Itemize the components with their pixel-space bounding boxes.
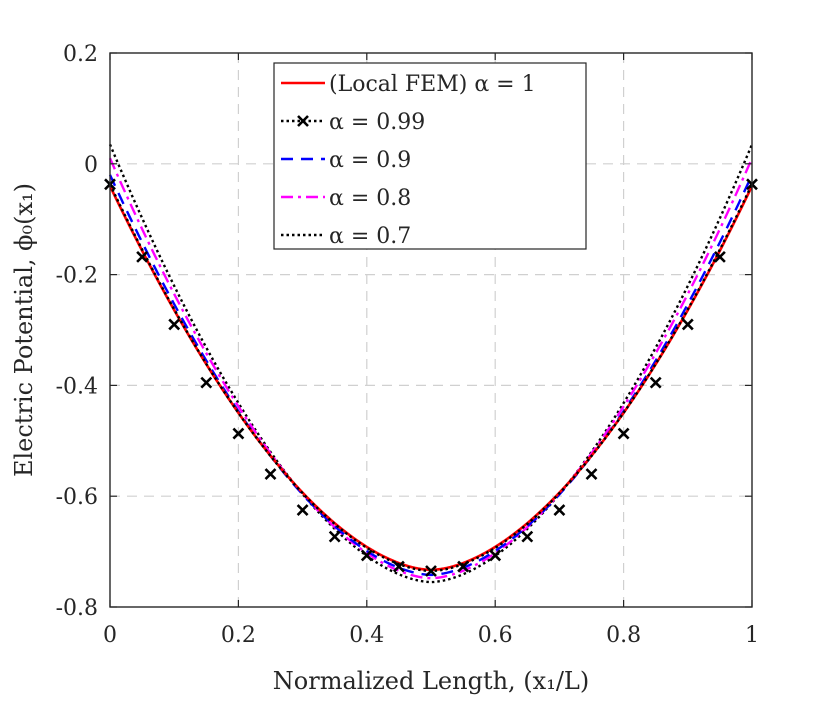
y-tick-label: -0.4 xyxy=(56,374,98,399)
marker-alpha-099 xyxy=(585,468,598,480)
y-tick-label: -0.2 xyxy=(56,264,98,289)
legend: (Local FEM) α = 1 α = 0.99 α = 0.9 α = 0.8 α… xyxy=(273,62,587,250)
marker-alpha-099 xyxy=(681,318,694,331)
marker-alpha-099 xyxy=(232,427,245,440)
x-tick-label: 1 xyxy=(745,623,759,648)
legend-box xyxy=(273,62,587,250)
x-tick-label: 0.2 xyxy=(221,623,256,648)
legend-entry-4: α = 0.7 xyxy=(281,224,411,249)
legend-entry-3: α = 0.8 xyxy=(281,186,411,211)
marker-alpha-099 xyxy=(168,318,181,331)
y-axis-label: Electric Potential, ϕ₀(x₁) xyxy=(10,183,38,477)
series-line-2 xyxy=(108,174,754,577)
marker-alpha-099 xyxy=(617,427,630,440)
legend-label: α = 0.8 xyxy=(329,186,411,211)
x-tick-labels: 0 0.2 0.4 0.6 0.8 1 xyxy=(103,623,759,648)
legend-label: α = 0.7 xyxy=(329,224,411,249)
marker-alpha-099 xyxy=(200,376,213,389)
marker-alpha-099 xyxy=(392,560,405,573)
plot-frame xyxy=(109,52,753,608)
x-tick-label: 0.4 xyxy=(349,623,384,648)
y-tick-labels: -0.8 -0.6 -0.4 -0.2 0 0.2 xyxy=(56,42,98,621)
marker-alpha-099 xyxy=(713,250,726,263)
ticks xyxy=(109,52,753,608)
marker-alpha-099 xyxy=(457,560,470,573)
marker-alpha-099 xyxy=(136,250,149,263)
marker-alpha-099 xyxy=(649,376,662,389)
x-axis-label: Normalized Length, (x₁/L) xyxy=(273,667,589,695)
y-tick-label: -0.8 xyxy=(56,596,98,621)
marker-alpha-099 xyxy=(489,549,502,562)
legend-label: α = 0.9 xyxy=(329,148,411,173)
marker-alpha-099 xyxy=(328,530,341,543)
series-line-3 xyxy=(108,157,754,580)
y-tick-label: -0.6 xyxy=(56,485,98,510)
x-tick-label: 0 xyxy=(103,623,117,648)
marker-alpha-099 xyxy=(521,530,534,543)
marker-alpha-099 xyxy=(296,504,309,516)
y-tick-label: 0 xyxy=(84,153,98,178)
marker-alpha-099 xyxy=(553,504,566,516)
y-tick-label: 0.2 xyxy=(63,42,98,67)
legend-label: (Local FEM) α = 1 xyxy=(329,72,536,97)
marker-alpha-099 xyxy=(360,549,373,562)
x-tick-label: 0.6 xyxy=(478,623,513,648)
legend-entry-1: α = 0.99 xyxy=(281,110,425,135)
x-tick-label: 0.8 xyxy=(606,623,641,648)
legend-label: α = 0.99 xyxy=(329,110,425,135)
marker-alpha-099 xyxy=(264,468,277,480)
legend-entry-0: (Local FEM) α = 1 xyxy=(281,72,536,97)
marker-alpha-099 xyxy=(425,565,437,577)
legend-entry-2: α = 0.9 xyxy=(281,148,411,173)
